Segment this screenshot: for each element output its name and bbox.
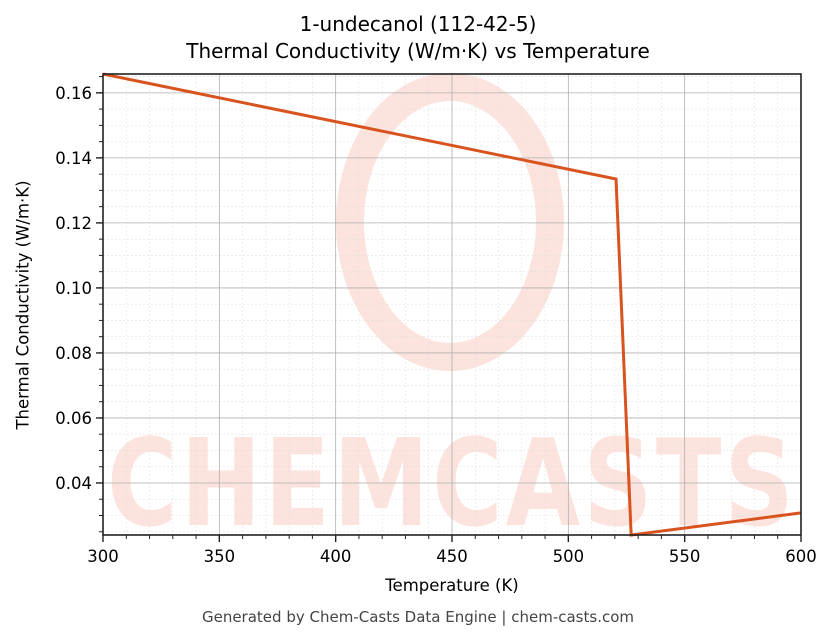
svg-text:0.04: 0.04	[55, 474, 92, 493]
svg-text:0.14: 0.14	[55, 149, 92, 168]
watermark-logo: CHEMCASTS	[107, 73, 797, 554]
axis-ticks	[96, 76, 802, 542]
svg-text:600: 600	[785, 547, 817, 566]
svg-text:0.16: 0.16	[55, 84, 92, 103]
svg-text:400: 400	[320, 547, 352, 566]
svg-text:450: 450	[436, 547, 468, 566]
svg-text:0.08: 0.08	[55, 344, 92, 363]
svg-text:500: 500	[553, 547, 585, 566]
svg-text:CHEMCASTS: CHEMCASTS	[107, 415, 797, 554]
svg-text:350: 350	[204, 547, 236, 566]
chart-title: 1-undecanol (112-42-5)	[299, 12, 537, 36]
data-line	[102, 72, 802, 537]
tick-labels: 300 350 400 450 500 550 600 0.04 0.06 0.08 0.10 0.1…	[55, 84, 817, 566]
footer-credit: Generated by Chem-Casts Data Engine | ch…	[201, 608, 635, 626]
svg-text:0.06: 0.06	[55, 409, 92, 428]
svg-text:300: 300	[87, 547, 119, 566]
svg-text:550: 550	[669, 547, 701, 566]
svg-text:0.12: 0.12	[55, 214, 92, 233]
svg-text:0.10: 0.10	[55, 279, 92, 298]
chart-subtitle: Thermal Conductivity (W/m·K) vs Temperat…	[186, 39, 650, 63]
y-axis-label: Thermal Conductivity (W/m·K)	[13, 180, 33, 430]
x-axis-label: Temperature (K)	[385, 576, 519, 595]
